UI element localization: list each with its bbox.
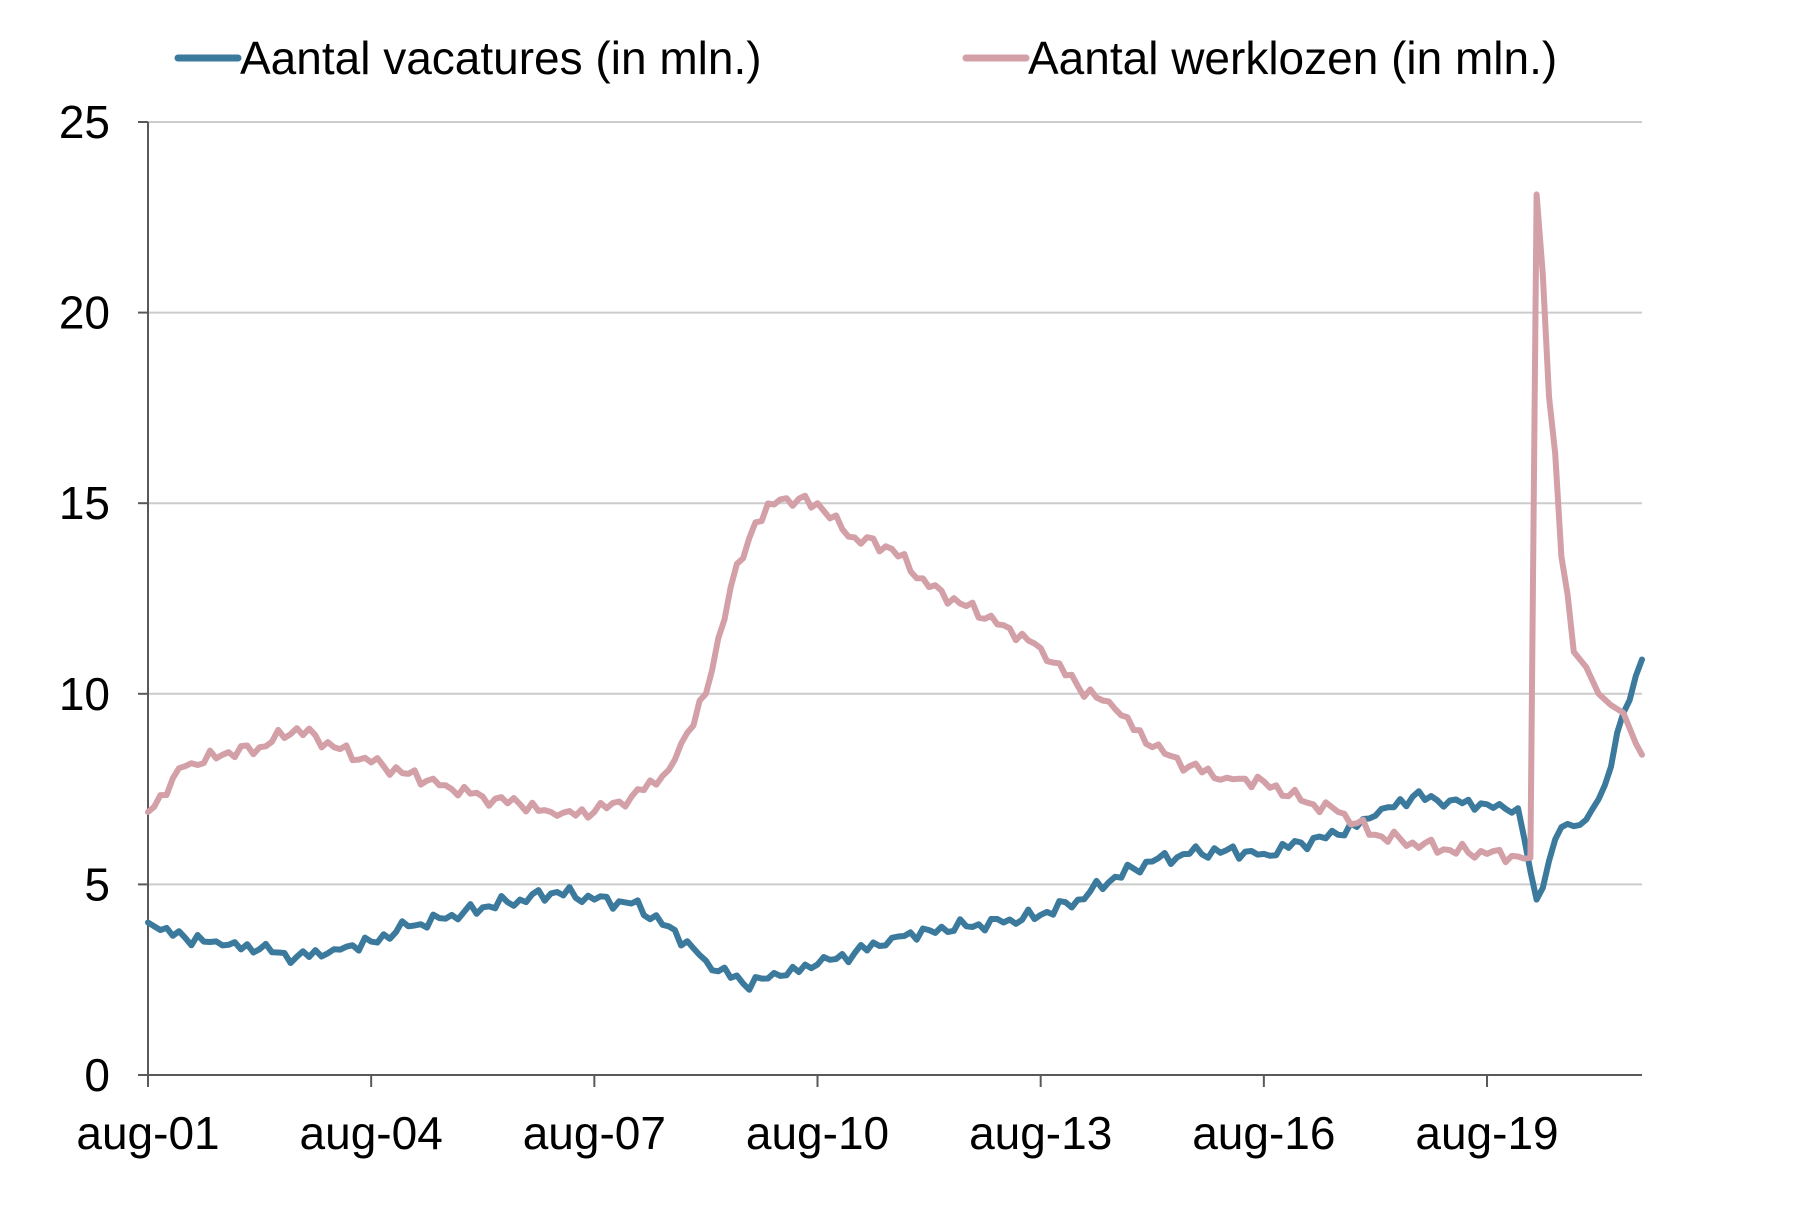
series-line-1: [145, 191, 1645, 866]
x-tick-label: aug-07: [523, 1107, 666, 1159]
x-tick-label: aug-04: [300, 1107, 443, 1159]
x-tick-label: aug-10: [746, 1107, 889, 1159]
gridlines: [148, 121, 1642, 886]
axes: 0 5 10 15 20 25 aug-01 aug-04 aug-07 aug-10 aug-13…: [59, 96, 1642, 1159]
x-tick-label: aug-13: [969, 1107, 1112, 1159]
y-tick-label: 0: [84, 1049, 110, 1101]
y-tick-label: 10: [59, 668, 110, 720]
x-tick-label: aug-16: [1192, 1107, 1335, 1159]
x-tick-label: aug-19: [1415, 1107, 1558, 1159]
legend-label-vacatures: Aantal vacatures (in mln.): [240, 32, 762, 84]
series-line-0: [145, 656, 1645, 993]
x-tick-label: aug-01: [76, 1107, 219, 1159]
y-tick-label: 15: [59, 477, 110, 529]
series-lines: [145, 191, 1645, 993]
legend: Aantal vacatures (in mln.) Aantal werklo…: [174, 32, 1557, 84]
y-tick-label: 20: [59, 287, 110, 339]
legend-label-werklozen: Aantal werklozen (in mln.): [1028, 32, 1557, 84]
y-tick-label: 25: [59, 96, 110, 148]
y-tick-label: 5: [84, 858, 110, 910]
